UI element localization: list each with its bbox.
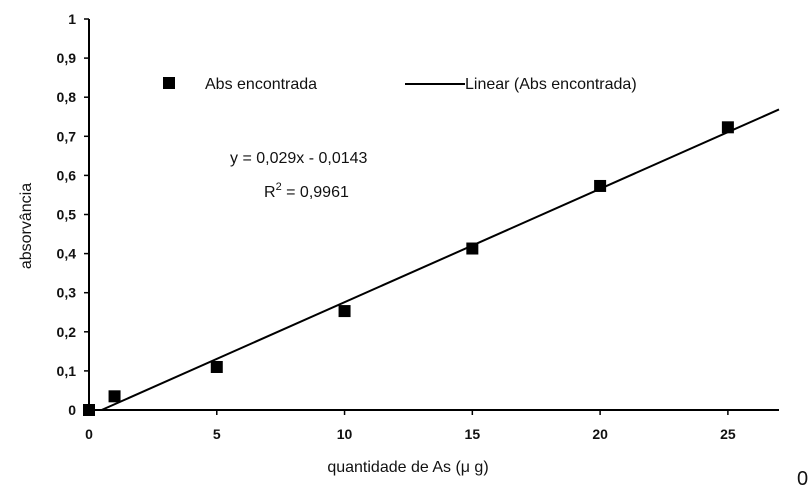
data-point <box>210 360 223 373</box>
r-squared-value: = 0,9961 <box>282 184 349 201</box>
data-point <box>108 390 121 403</box>
trendline-equation: y = 0,029x - 0,0143 R2 = 0,9961 <box>230 150 368 201</box>
y-tick-label: 0,7 <box>57 128 77 144</box>
y-tick-label: 0,3 <box>57 285 77 301</box>
corner-text: 0 <box>797 468 808 488</box>
data-point <box>721 121 734 134</box>
r-squared-text: R2 = 0,9961 <box>264 181 349 201</box>
x-tick-label: 25 <box>720 426 736 442</box>
x-tick-label: 20 <box>592 426 608 442</box>
y-tick-label: 1 <box>68 11 76 27</box>
y-tick-label: 0,2 <box>57 324 77 340</box>
data-point <box>338 305 351 318</box>
y-tick-label: 0 <box>68 402 76 418</box>
y-tick-label: 0,4 <box>57 246 77 262</box>
data-point <box>466 242 479 255</box>
legend-marker-square <box>163 77 175 89</box>
equation-text: y = 0,029x - 0,0143 <box>230 150 368 167</box>
trendline <box>101 108 780 411</box>
y-tick-label: 0,6 <box>57 167 77 183</box>
legend-label-trendline: Linear (Abs encontrada) <box>465 76 637 93</box>
x-tick-label: 10 <box>337 426 353 442</box>
y-tick-label: 0,9 <box>57 50 77 66</box>
data-point <box>594 179 607 192</box>
x-tick-label: 0 <box>85 426 93 442</box>
y-tick-label: 0,8 <box>57 89 77 105</box>
trendline-group <box>101 108 780 411</box>
r-squared-r: R <box>264 184 276 201</box>
r-squared-exponent: 2 <box>276 181 282 193</box>
y-tick-label: 0,1 <box>57 363 77 379</box>
x-tick-label: 5 <box>213 426 221 442</box>
legend-label-points: Abs encontrada <box>205 76 317 93</box>
legend: Abs encontrada Linear (Abs encontrada) <box>163 76 637 93</box>
x-tick-label: 15 <box>465 426 481 442</box>
points-group <box>83 121 734 416</box>
x-axis-label: quantidade de As (μ g) <box>327 459 488 476</box>
data-point <box>83 404 95 416</box>
y-axis-label: absorvância <box>18 183 35 269</box>
axes: 00,10,20,30,40,50,60,70,80,910 5 10 15 20 25 <box>57 11 779 442</box>
y-tick-label: 0,5 <box>57 207 77 223</box>
